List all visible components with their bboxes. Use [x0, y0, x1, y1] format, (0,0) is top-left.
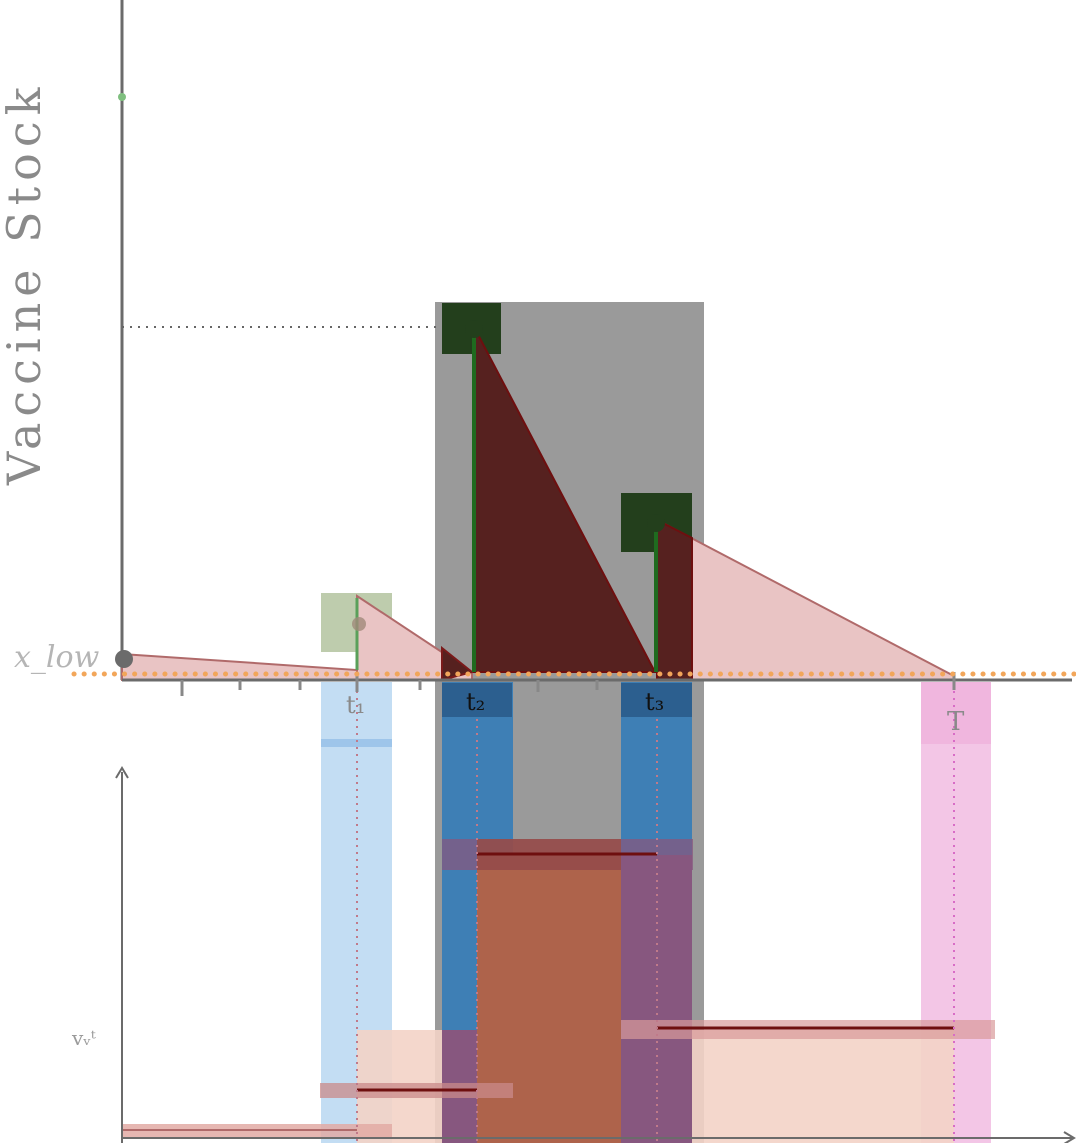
- T-band-top: [921, 682, 991, 744]
- delivery-marker-t1: [352, 617, 366, 631]
- t1-band-stripe: [321, 739, 392, 747]
- lower-x-axis-arrow: [1063, 1131, 1076, 1143]
- T-label: T: [947, 707, 965, 737]
- initial-stock-marker: [115, 650, 133, 668]
- axis-marker-green: [118, 93, 126, 101]
- t3-label: t₃: [645, 688, 664, 716]
- t1-label: t₁: [346, 691, 365, 719]
- stock-area-initial: [121, 652, 358, 681]
- t2-label: t₂: [466, 688, 485, 716]
- t3-label-box: [621, 683, 692, 717]
- stock-area-after-t3: [656, 518, 955, 681]
- orange-step-bar: [477, 855, 621, 1143]
- delivery-marker-t2: [465, 320, 483, 338]
- y-axis-label: Vaccine Stock: [0, 82, 51, 486]
- lower-y-axis-arrow: [115, 766, 129, 779]
- lower-y-label: vᵥᵗ: [71, 1026, 96, 1050]
- threshold-label: x_low: [14, 640, 100, 675]
- stock-area-after-t3-dark: [656, 518, 693, 681]
- delivery-marker-t3: [647, 514, 665, 532]
- t2-label-box: [442, 683, 512, 717]
